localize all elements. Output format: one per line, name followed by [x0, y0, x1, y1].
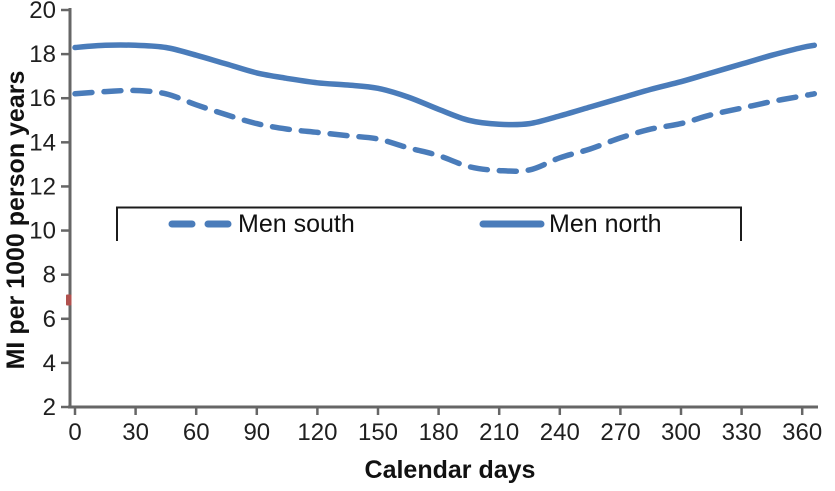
- x-tick-label: 270: [600, 419, 640, 446]
- x-tick-label: 360: [782, 419, 822, 446]
- y-tick-label: 20: [29, 0, 56, 24]
- legend-label-men-south: Men south: [238, 210, 355, 238]
- x-axis-title: Calendar days: [365, 456, 536, 484]
- x-tick-label: 300: [661, 419, 701, 446]
- y-tick-label: 4: [43, 350, 56, 377]
- legend-box: [116, 206, 742, 241]
- y-tick-label: 2: [43, 394, 56, 421]
- legend-label-men-north: Men north: [549, 210, 662, 238]
- y-tick-label: 8: [43, 262, 56, 289]
- legend: Men south Men north: [116, 206, 742, 241]
- y-axis-title: MI per 1000 person years: [2, 71, 30, 370]
- y-tick-label: 6: [43, 306, 56, 333]
- series-line-men-south: [72, 87, 818, 174]
- y-tick-label: 16: [29, 85, 56, 112]
- y-tick-label: 18: [29, 41, 56, 68]
- y-tick-label: 12: [29, 173, 56, 200]
- series-line-men-north: [72, 42, 818, 128]
- y-tick-label: 14: [29, 129, 56, 156]
- y-tick-label: 10: [29, 218, 56, 245]
- x-tick-label: 150: [358, 419, 398, 446]
- x-tick-label: 0: [68, 419, 81, 446]
- red-artifact-mark: [66, 294, 72, 306]
- x-tick-label: 180: [419, 419, 459, 446]
- axes: 2 4 6 8 10 12 14 16 18 20 0 30 60 90 120 150 180 210 240 27…: [29, 0, 822, 446]
- x-tick-label: 330: [722, 419, 762, 446]
- x-tick-label: 210: [479, 419, 519, 446]
- x-tick-label: 60: [183, 419, 210, 446]
- x-tick-label: 240: [540, 419, 580, 446]
- x-tick-label: 120: [297, 419, 337, 446]
- x-tick-label: 30: [122, 419, 149, 446]
- x-tick-label: 90: [243, 419, 270, 446]
- series-lines: [72, 42, 818, 174]
